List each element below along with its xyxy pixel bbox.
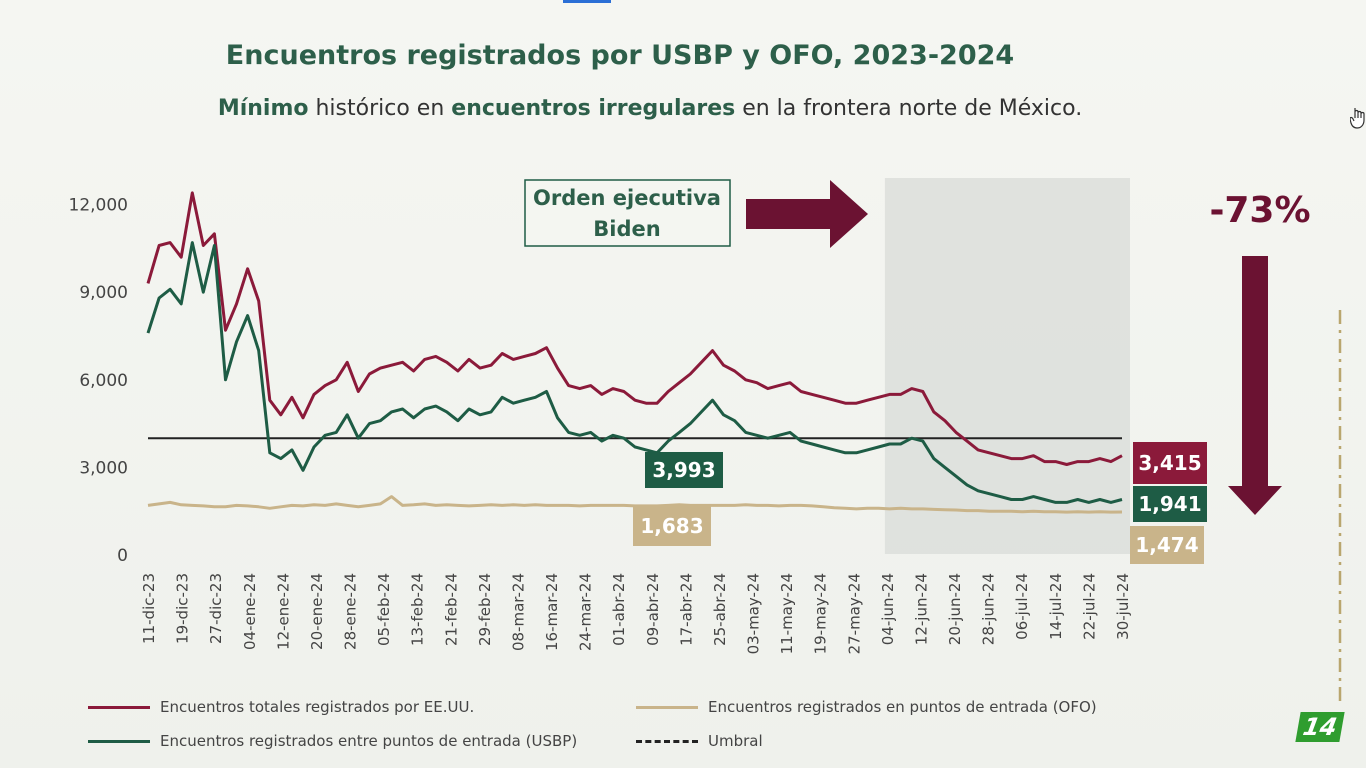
x-tick-label: 11-may-24 [778,573,796,654]
legend-swatch-total [88,705,150,709]
x-tick-label: 12-ene-24 [274,573,292,650]
x-tick-label: 12-jun-24 [912,573,930,645]
x-tick-label: 27-dic-23 [207,573,225,644]
legend-label-ofo: Encuentros registrados en puntos de entr… [708,698,1097,716]
change-percent-label: -73% [1209,190,1310,231]
subtitle-highlight-2: encuentros irregulares [451,96,736,121]
end-usbp-box [1133,486,1207,522]
legend-item-threshold: Umbral [636,732,763,750]
subtitle-text-1: histórico en [308,96,452,121]
ofo-min-label: 1,683 [640,514,703,538]
end-usbp-label: 1,941 [1138,492,1201,516]
x-tick-label: 01-abr-24 [610,573,628,646]
chart-subtitle: Mínimo histórico en encuentros irregular… [0,96,1300,121]
top-accent-bar [563,0,611,3]
x-tick-label: 25-abr-24 [711,573,729,646]
legend-swatch-usbp [88,739,150,743]
threshold-value-label: 3,993 [652,458,715,482]
legend-swatch-ofo [636,705,698,709]
x-tick-label: 04-ene-24 [241,573,259,650]
x-tick-label: 24-mar-24 [577,573,595,651]
ofo-min-box [633,506,711,546]
x-tick-label: 20-jun-24 [946,573,964,645]
x-tick-label: 08-mar-24 [509,573,527,651]
chart-title: Encuentros registrados por USBP y OFO, 2… [225,40,1015,71]
legend-label-threshold: Umbral [708,732,763,750]
x-tick-label: 04-jun-24 [879,573,897,645]
x-tick-label: 28-ene-24 [342,573,360,650]
x-tick-label: 30-jul-24 [1114,573,1132,640]
x-tick-label: 14-jul-24 [1047,573,1065,640]
legend-label-total: Encuentros totales registrados por EE.UU… [160,698,475,716]
legend-item-ofo: Encuentros registrados en puntos de entr… [636,698,1097,716]
x-tick-label: 28-jun-24 [980,573,998,645]
x-tick-label: 09-abr-24 [644,573,662,646]
y-tick-label: 0 [117,546,128,566]
executive-order-line1: Orden ejecutiva [533,186,721,210]
executive-order-box [524,179,731,247]
x-tick-label: 19-may-24 [812,573,830,654]
shaded-region [884,178,1130,554]
subtitle-text-2: en la frontera norte de México. [735,96,1083,121]
x-tick-label: 11-dic-23 [140,573,158,644]
y-tick-label: 12,000 [69,196,128,216]
x-tick-label: 06-jul-24 [1013,573,1031,640]
series-line-usbp [146,241,1123,504]
x-tick-label: 16-mar-24 [543,573,561,651]
legend-item-total: Encuentros totales registrados por EE.UU… [88,698,474,716]
x-tick-label: 29-feb-24 [476,573,494,646]
hand-cursor-icon [1350,108,1365,129]
x-tick-label: 03-may-24 [745,573,763,654]
x-tick-label: 05-feb-24 [375,573,393,646]
y-tick-label: 3,000 [79,458,128,478]
legend-label-usbp: Encuentros registrados entre puntos de e… [160,732,578,750]
end-ofo-label: 1,474 [1135,533,1198,557]
channel-logo: 14 [1295,712,1345,742]
x-tick-label: 17-abr-24 [677,573,695,646]
x-tick-label: 13-feb-24 [409,573,427,646]
series-line-total [146,191,1123,466]
y-tick-label: 9,000 [79,283,128,303]
x-tick-label: 19-dic-23 [174,573,192,644]
legend-swatch-threshold [636,739,698,743]
end-total-box [1133,442,1207,484]
y-tick-label: 6,000 [79,371,128,391]
right-arrow-icon [746,180,868,248]
x-tick-label: 20-ene-24 [308,573,326,650]
down-arrow-icon [1228,256,1282,515]
end-ofo-box [1130,526,1204,564]
threshold-value-box [645,452,723,488]
subtitle-highlight-1: Mínimo [217,96,309,121]
x-tick-label: 22-jul-24 [1080,573,1098,640]
x-tick-label: 21-feb-24 [442,573,460,646]
end-total-label: 3,415 [1138,451,1201,475]
legend-item-usbp: Encuentros registrados entre puntos de e… [88,732,577,750]
x-tick-label: 27-may-24 [845,573,863,654]
executive-order-line2: Biden [593,217,660,241]
series-line-ofo [147,495,1123,514]
